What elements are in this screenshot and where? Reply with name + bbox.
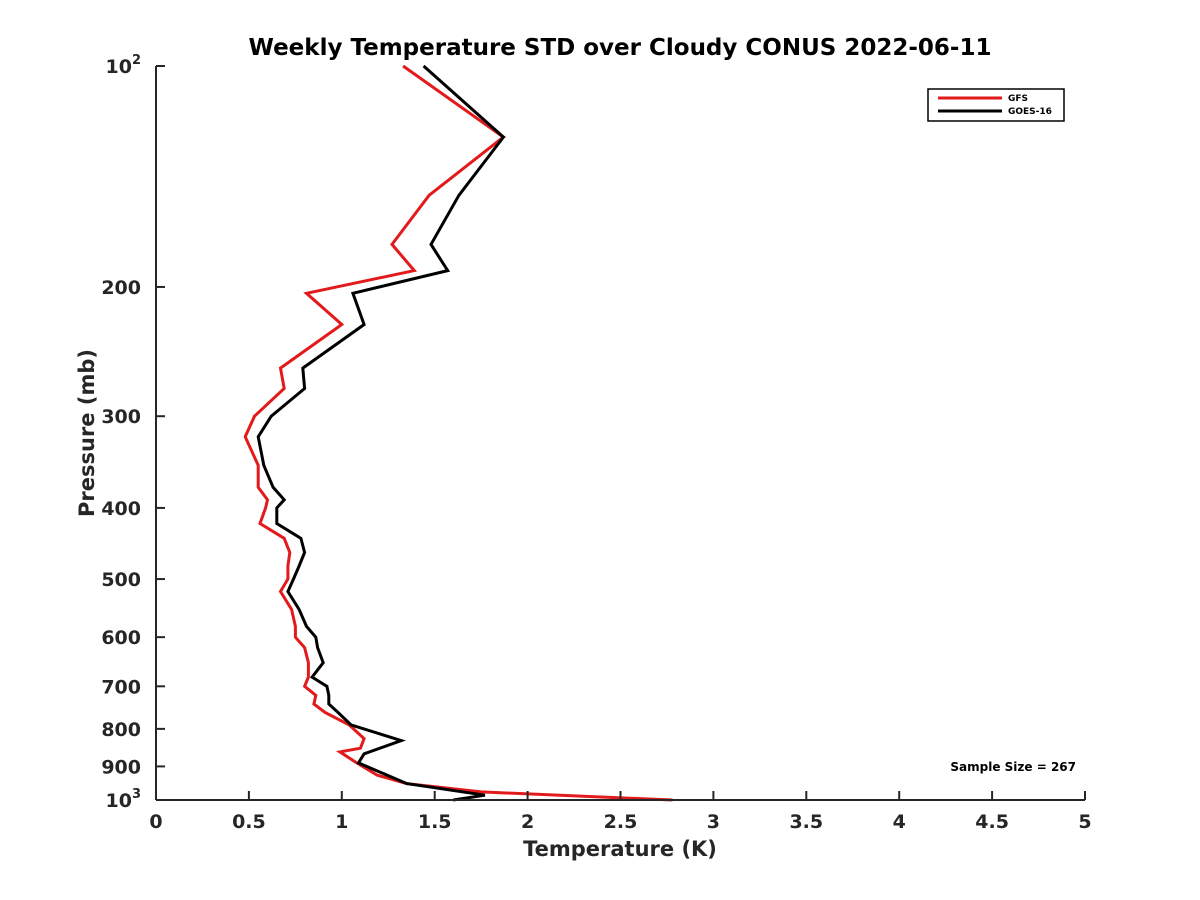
x-tick-label: 1.5 [418, 811, 452, 833]
sample-size-annotation: Sample Size = 267 [950, 760, 1076, 774]
x-ticks: 0 0.5 1 1.5 2 2.5 3 3.5 4 4.5 5 [149, 791, 1092, 833]
legend-box [927, 88, 1065, 122]
series-line-goes16 [256, 64, 506, 802]
x-axis-label: Temperature (K) [523, 837, 717, 861]
chart-title: Weekly Temperature STD over Cloudy CONUS… [249, 35, 992, 61]
x-tick-label: 2 [521, 811, 534, 833]
x-tick-label: 4.5 [975, 811, 1009, 833]
y-tick-label: 500 [101, 569, 141, 591]
series-layer [243, 64, 673, 802]
x-tick-label: 5 [1078, 811, 1091, 833]
y-tick-label: 200 [101, 277, 141, 299]
y-tick-label: 700 [101, 676, 141, 698]
y-tick-label: 900 [101, 756, 141, 778]
legend-label-goes16: GOES-16 [1008, 107, 1052, 117]
x-tick-label: 2.5 [604, 811, 638, 833]
legend-label-gfs: GFS [1008, 94, 1028, 104]
y-tick-label: 103 [106, 787, 142, 812]
y-tick-label-base: 10 [106, 790, 132, 812]
y-axis-label: Pressure (mb) [75, 349, 99, 517]
y-tick-label: 102 [106, 53, 142, 78]
x-tick-label: 0 [149, 811, 162, 833]
y-tick-label: 600 [101, 627, 141, 649]
y-tick-label: 300 [101, 406, 141, 428]
x-tick-label: 0.5 [232, 811, 266, 833]
legend: GFS GOES-16 [927, 88, 1065, 122]
y-tick-label-base: 10 [106, 56, 132, 78]
x-tick-label: 4 [893, 811, 906, 833]
x-tick-label: 3 [707, 811, 720, 833]
y-tick-label-exponent: 2 [132, 53, 141, 68]
series-line-gfs [243, 64, 673, 802]
y-tick-label-exponent: 3 [132, 787, 141, 802]
y-tick-label: 800 [101, 719, 141, 741]
y-tick-label: 400 [101, 498, 141, 520]
x-tick-label: 3.5 [789, 811, 823, 833]
x-tick-label: 1 [335, 811, 348, 833]
